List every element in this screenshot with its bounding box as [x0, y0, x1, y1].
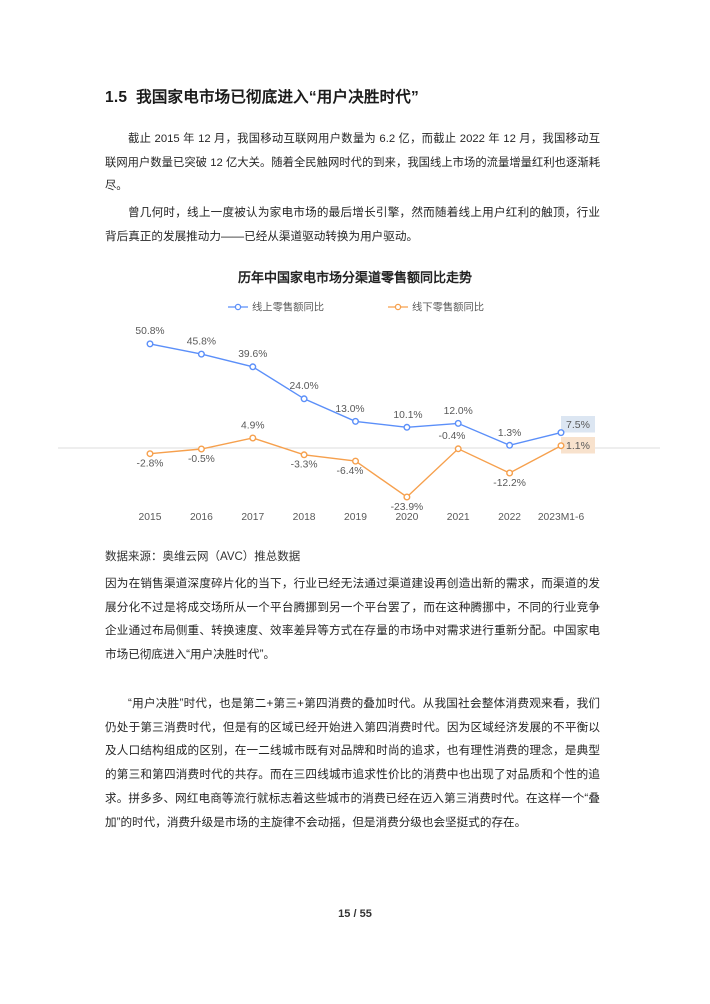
- svg-text:4.9%: 4.9%: [241, 421, 264, 432]
- svg-text:12.0%: 12.0%: [444, 406, 473, 417]
- svg-text:-0.5%: -0.5%: [188, 454, 215, 465]
- svg-text:24.0%: 24.0%: [289, 381, 318, 392]
- svg-text:-6.4%: -6.4%: [337, 466, 364, 477]
- svg-text:-12.2%: -12.2%: [493, 478, 526, 489]
- svg-text:2019: 2019: [344, 512, 367, 523]
- svg-text:-2.8%: -2.8%: [137, 459, 164, 470]
- svg-text:2016: 2016: [190, 512, 213, 523]
- svg-text:45.8%: 45.8%: [187, 337, 216, 348]
- svg-text:7.5%: 7.5%: [566, 419, 590, 431]
- svg-text:2017: 2017: [241, 512, 264, 523]
- svg-text:50.8%: 50.8%: [135, 326, 164, 337]
- svg-text:39.6%: 39.6%: [238, 349, 267, 360]
- svg-text:2023M1-6: 2023M1-6: [538, 512, 585, 523]
- svg-text:线上零售额同比: 线上零售额同比: [252, 301, 324, 314]
- svg-text:10.1%: 10.1%: [393, 410, 422, 421]
- svg-text:线下零售额同比: 线下零售额同比: [412, 301, 484, 314]
- svg-text:2022: 2022: [498, 512, 521, 523]
- svg-text:2020: 2020: [395, 512, 418, 523]
- svg-text:-0.4%: -0.4%: [439, 431, 466, 442]
- svg-text:1.1%: 1.1%: [566, 440, 590, 452]
- svg-text:2015: 2015: [139, 512, 162, 523]
- svg-text:-3.3%: -3.3%: [291, 460, 318, 471]
- svg-text:2018: 2018: [293, 512, 316, 523]
- svg-text:1.3%: 1.3%: [498, 428, 521, 439]
- svg-text:13.0%: 13.0%: [335, 404, 364, 415]
- svg-text:2021: 2021: [447, 512, 470, 523]
